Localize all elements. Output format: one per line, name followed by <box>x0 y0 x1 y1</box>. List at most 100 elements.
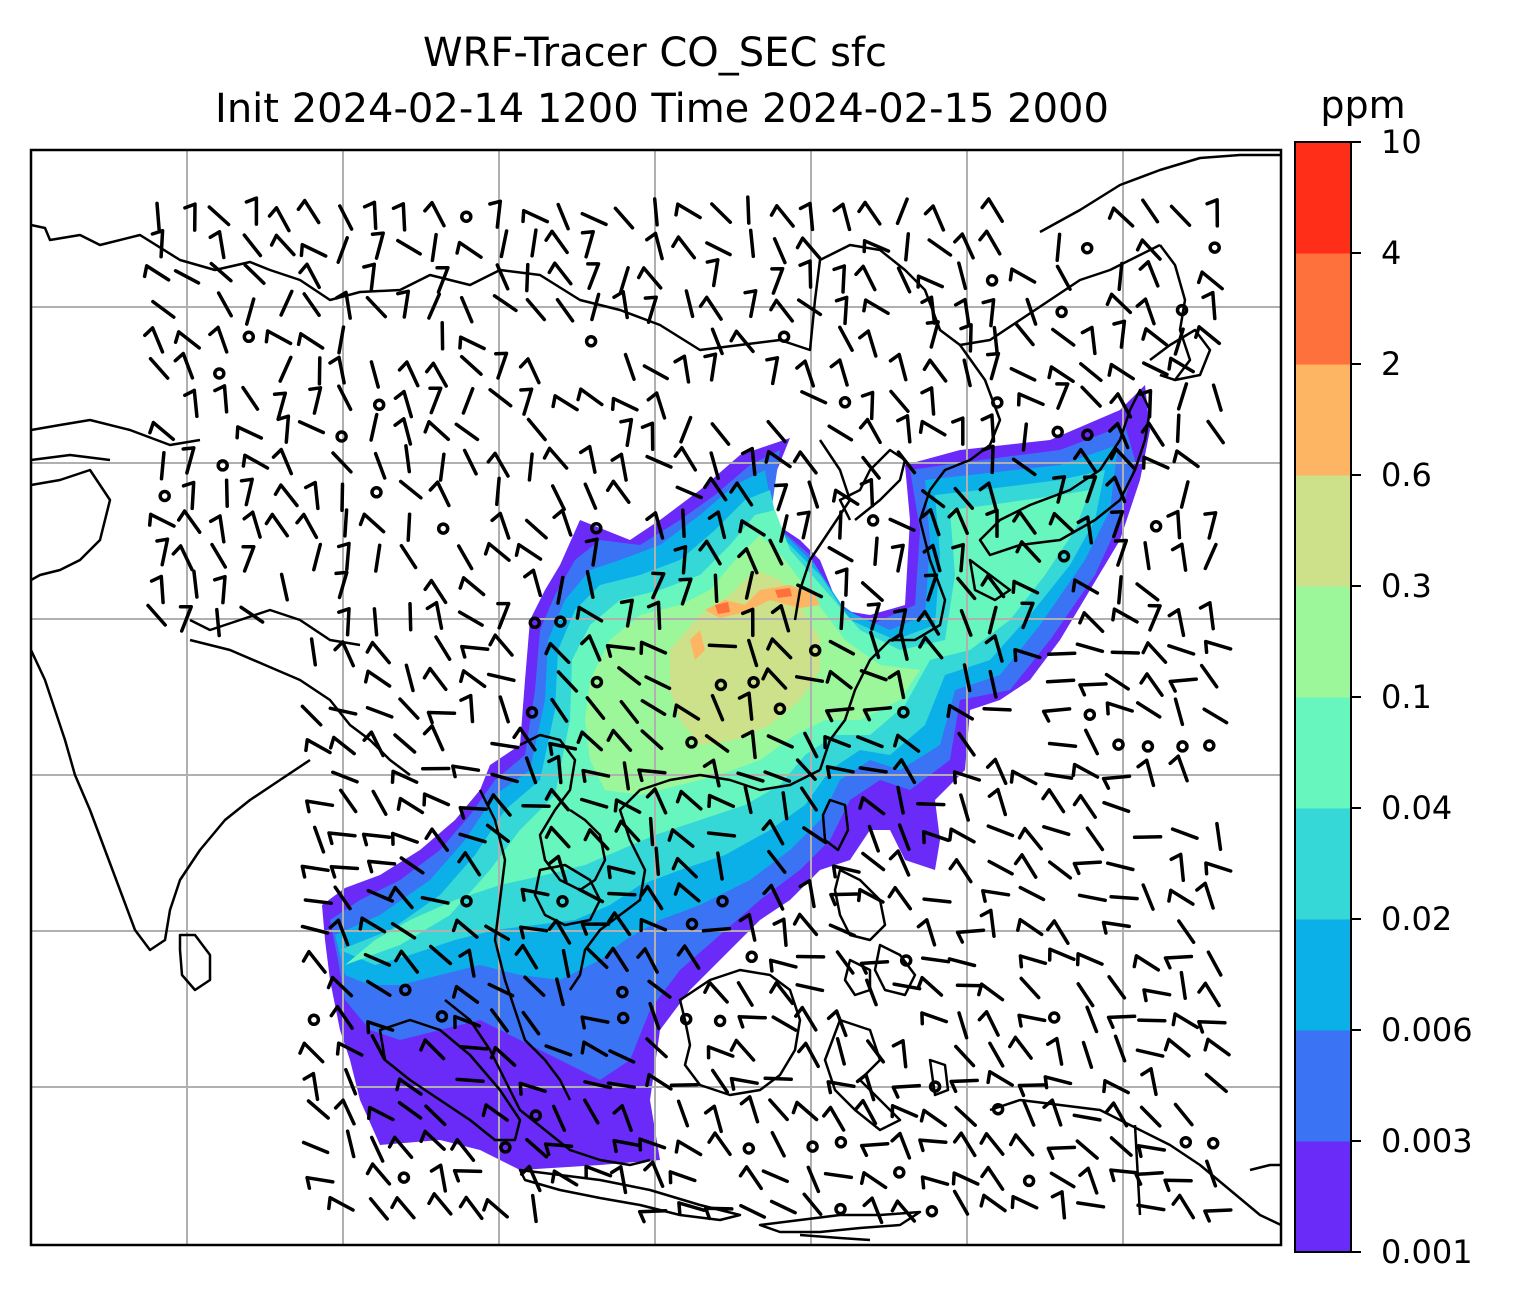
calm-wind-marker <box>1022 1174 1036 1188</box>
wind-barb <box>1017 1013 1047 1028</box>
wind-barb <box>988 669 998 699</box>
wind-barb <box>698 539 722 566</box>
wind-barb <box>1055 232 1062 262</box>
wind-barb <box>962 358 972 388</box>
wind-barb <box>264 329 293 346</box>
wind-barb <box>426 710 457 725</box>
calm-wind-marker <box>834 1202 847 1216</box>
wind-barb <box>1043 1075 1073 1090</box>
colorbar-tick-label: 0.001 <box>1381 1233 1473 1271</box>
wind-barb <box>920 1011 949 1026</box>
wind-barb <box>613 798 642 814</box>
field-band-9 <box>715 602 730 614</box>
wind-barb <box>183 388 199 419</box>
wind-barb <box>867 824 880 853</box>
wind-barb <box>676 944 701 970</box>
wind-barb <box>363 952 392 967</box>
wind-barb <box>298 262 321 290</box>
colorbar: 0.001 0.003 0.006 0.02 0.04 0.1 0.3 0.6 2 4 10 ppm <box>1294 83 1473 1271</box>
wind-barb <box>428 480 451 508</box>
wind-barb <box>1203 1037 1231 1057</box>
wind-barb <box>982 706 1012 712</box>
wind-barb <box>1076 1201 1106 1209</box>
wind-barb <box>835 950 855 975</box>
wind-barb <box>1101 920 1131 935</box>
wind-barb <box>1117 575 1123 605</box>
wind-barb <box>578 444 597 474</box>
wind-barb <box>1136 758 1156 788</box>
wind-barb <box>312 825 326 854</box>
wind-barb <box>645 1037 668 1059</box>
chart-subtitle: Init 2024-02-14 1200 Time 2024-02-15 200… <box>215 86 1109 132</box>
wind-barb <box>890 543 905 573</box>
wind-barb <box>388 885 414 910</box>
wind-barb <box>1107 362 1135 381</box>
wind-barb <box>859 669 888 682</box>
wind-barb <box>336 541 351 572</box>
wind-barb <box>242 233 263 258</box>
calm-wind-marker <box>1112 738 1125 751</box>
wind-barb <box>947 957 977 968</box>
calm-wind-marker <box>1208 241 1221 254</box>
wind-barb <box>555 297 575 323</box>
wind-barb <box>1109 1168 1139 1183</box>
wind-barb <box>1134 1171 1164 1186</box>
wind-barb <box>1045 678 1076 684</box>
wind-barb <box>488 633 514 657</box>
calm-wind-marker <box>1176 740 1189 753</box>
wind-barb <box>519 1164 542 1193</box>
wind-barb <box>952 770 982 785</box>
wind-barb <box>583 828 610 851</box>
wind-barb <box>1197 981 1221 1008</box>
wind-barb <box>551 1104 567 1132</box>
wind-barb <box>390 831 419 846</box>
wind-barb <box>859 959 890 975</box>
wind-barb <box>953 232 975 260</box>
wind-barb <box>825 765 855 780</box>
wind-barb <box>669 1082 700 1088</box>
wind-barb <box>869 630 881 660</box>
wind-barb <box>1177 919 1196 945</box>
wind-barb <box>1105 861 1135 872</box>
wind-barb <box>1113 538 1129 567</box>
wind-barb <box>637 1208 668 1224</box>
wind-barb <box>607 891 637 897</box>
wind-barb <box>739 1203 767 1219</box>
calm-wind-marker <box>1051 425 1064 439</box>
calm-wind-marker <box>1080 241 1094 255</box>
wind-barb <box>705 258 720 288</box>
calm-wind-marker <box>1081 428 1094 442</box>
wind-barb <box>612 1104 633 1132</box>
wind-barb <box>766 419 787 444</box>
wind-barb <box>296 332 325 350</box>
wind-barb <box>706 1045 735 1060</box>
wind-barb <box>155 201 161 232</box>
wind-barb <box>1110 650 1141 655</box>
wind-barb <box>619 699 640 724</box>
wind-barb <box>1008 267 1037 284</box>
colorbar-band <box>1295 586 1351 698</box>
wind-barb <box>370 231 385 260</box>
wind-barb <box>1141 361 1169 377</box>
wind-barb <box>796 510 811 540</box>
wind-barb <box>636 947 659 974</box>
wind-barb <box>390 769 419 784</box>
wind-barb <box>454 422 480 442</box>
wind-barb <box>642 364 669 381</box>
wind-barb <box>547 261 573 286</box>
wind-barb <box>576 387 604 407</box>
colorbar-band <box>1295 142 1351 254</box>
wind-barb <box>959 793 970 822</box>
wind-barb <box>923 573 939 602</box>
wind-barb <box>1017 1083 1048 1098</box>
wind-barb <box>390 921 417 940</box>
wind-barb <box>424 827 450 852</box>
colorbar-tick-label: 10 <box>1381 123 1422 161</box>
wind-barb <box>1173 697 1185 727</box>
wind-barb <box>979 1132 1005 1156</box>
wind-barb <box>1076 982 1095 1008</box>
calm-wind-marker <box>1141 740 1155 753</box>
calm-wind-marker <box>685 736 698 749</box>
wind-barb <box>831 488 860 506</box>
wind-barb <box>492 294 518 313</box>
